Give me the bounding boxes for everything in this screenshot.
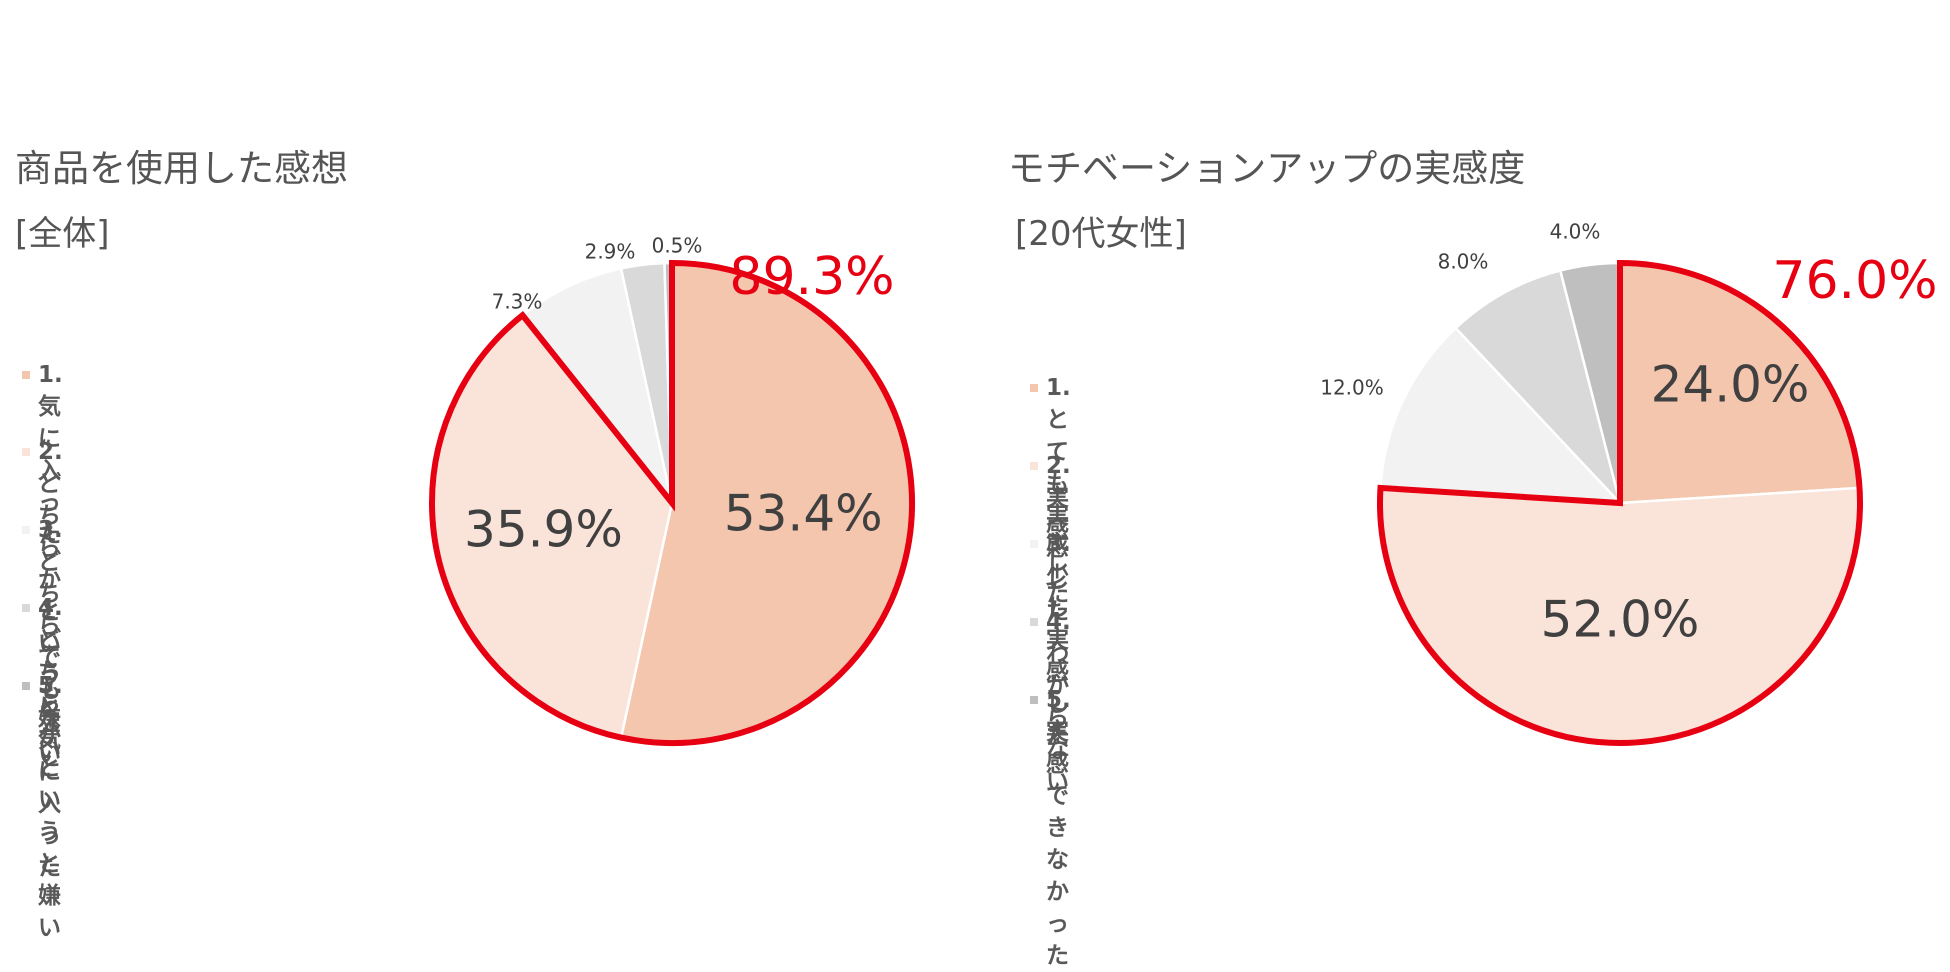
chart-panel-overall: 商品を使用した感想 [全体] 1.気に入った 2.どちらかというと 気に入った … xyxy=(0,0,975,941)
highlight-total-label: 89.3% xyxy=(729,247,894,307)
highlight-outline xyxy=(429,259,915,746)
slice-value-label-3: 12.0% xyxy=(1320,376,1384,400)
chart-subtitle: [全体] xyxy=(15,214,110,254)
slice-value-label-4: 8.0% xyxy=(1438,250,1489,274)
legend-swatch xyxy=(1030,618,1038,626)
slice-value-label-3: 7.3% xyxy=(492,290,543,314)
slice-value-label-5: 0.5% xyxy=(652,234,703,258)
legend-label: 3.どちらでもない xyxy=(38,517,63,767)
slice-value-label-1: 24.0% xyxy=(1651,356,1810,414)
chart-panel-20s-women: モチベーションアップの実感度 [20代女性] 1.とても実感した 2.実感した … xyxy=(975,0,1950,969)
legend-swatch xyxy=(1030,540,1038,548)
legend-swatch xyxy=(1030,462,1038,470)
chart-subtitle: [20代女性] xyxy=(1015,214,1187,254)
legend-swatch xyxy=(22,604,30,612)
pie-chart-overall: 53.4% 35.9% 7.3% 2.9% 0.5% 89.3% xyxy=(429,234,915,746)
legend-label: 5.嫌い xyxy=(38,673,63,763)
legend-item-3: 3.どちらでもない xyxy=(22,514,63,770)
legend-swatch xyxy=(22,448,30,456)
legend-item-4: 4.わからない xyxy=(1030,606,1071,798)
legend-item-1: 1.気に入った xyxy=(22,359,63,551)
legend-item-5: 5.嫌い xyxy=(22,670,63,766)
legend-item-1: 1.とても実感した xyxy=(1030,372,1071,628)
pie-slice-4 xyxy=(1453,269,1622,504)
chart-title: モチベーションアップの実感度 xyxy=(1008,147,1526,190)
legend-label: 3.少し実感した xyxy=(1046,531,1071,749)
legend-swatch xyxy=(1030,384,1038,392)
legend-swatch xyxy=(22,526,30,534)
pie-slice-3 xyxy=(1379,326,1624,505)
legend-swatch xyxy=(1030,696,1038,704)
legend-label: 4.わからない xyxy=(1046,609,1071,795)
legend-label: 2.どちらかというと 気に入った xyxy=(38,439,63,881)
legend-item-2: 2.実感した xyxy=(1030,450,1071,610)
legend-label: 2.実感した xyxy=(1046,453,1071,607)
slice-value-label-4: 2.9% xyxy=(585,240,636,264)
highlight-total-label: 76.0% xyxy=(1772,251,1937,311)
legend-swatch xyxy=(22,371,30,379)
slice-value-label-2: 35.9% xyxy=(464,501,623,559)
slice-value-label-1: 53.4% xyxy=(724,485,883,543)
pie-chart-20s-women: 24.0% 52.0% 12.0% 8.0% 4.0% 76.0% xyxy=(1320,220,1938,746)
slice-value-label-2: 52.0% xyxy=(1541,591,1700,649)
legend-item-2: 2.どちらかというと 気に入った xyxy=(22,436,63,884)
slice-value-label-5: 4.0% xyxy=(1550,220,1601,244)
legend-swatch xyxy=(22,682,30,690)
highlight-outline xyxy=(1377,259,1863,746)
legend-item-3: 3.少し実感した xyxy=(1030,528,1071,752)
legend-label: 1.とても実感した xyxy=(1046,375,1071,625)
chart-title: 商品を使用した感想 xyxy=(15,147,348,190)
legend-label: 1.気に入った xyxy=(38,362,63,548)
